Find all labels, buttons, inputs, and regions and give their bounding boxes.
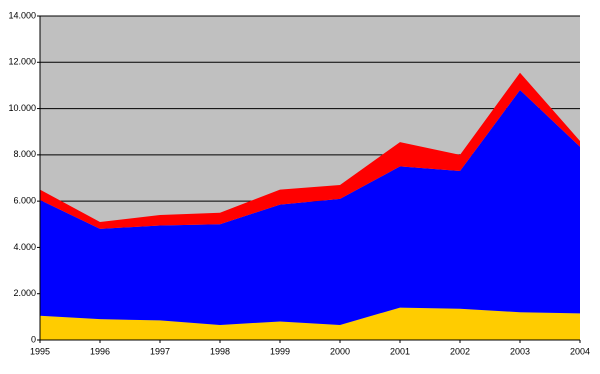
y-tick-label: 4.000 bbox=[13, 242, 36, 252]
y-tick-label: 0 bbox=[31, 334, 36, 344]
x-tick-label: 1998 bbox=[210, 346, 230, 356]
x-tick-label: 1999 bbox=[270, 346, 290, 356]
area bbox=[40, 307, 580, 340]
y-tick-label: 14.000 bbox=[8, 10, 36, 20]
y-tick-label: 8.000 bbox=[13, 149, 36, 159]
x-tick-label: 1996 bbox=[90, 346, 110, 356]
x-tick-label: 1997 bbox=[150, 346, 170, 356]
x-tick-label: 2001 bbox=[390, 346, 410, 356]
area bbox=[40, 90, 580, 325]
y-tick-label: 2.000 bbox=[13, 288, 36, 298]
x-tick-label: 2002 bbox=[450, 346, 470, 356]
x-tick-label: 2003 bbox=[510, 346, 530, 356]
area bbox=[40, 72, 580, 229]
x-tick-label: 2000 bbox=[330, 346, 350, 356]
y-tick-label: 12.000 bbox=[8, 57, 36, 67]
x-tick-label: 2004 bbox=[570, 346, 590, 356]
y-tick-label: 6.000 bbox=[13, 196, 36, 206]
x-tick-label: 1995 bbox=[30, 346, 50, 356]
y-tick-label: 10.000 bbox=[8, 103, 36, 113]
